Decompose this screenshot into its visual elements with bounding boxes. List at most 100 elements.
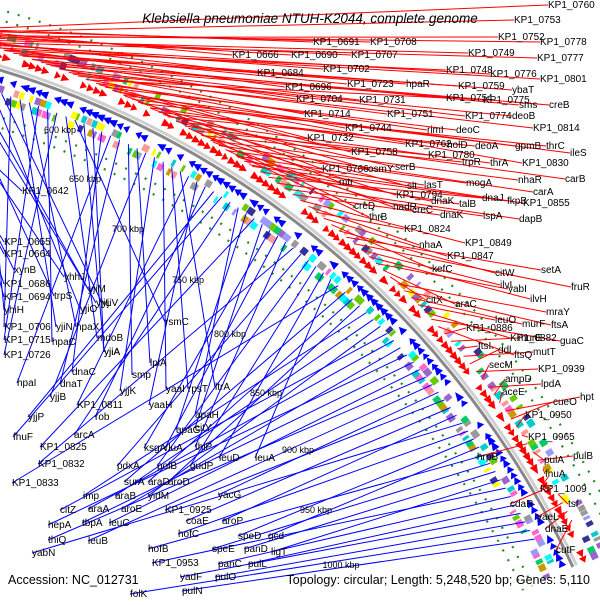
gene-label-arop: aroP [222, 516, 243, 527]
gene-arrow [157, 144, 166, 152]
feature-segment [417, 284, 419, 286]
gene-label-kp1_0642: KP1_0642 [22, 186, 69, 197]
gene-arrow [28, 62, 37, 70]
gene-label-yjiv: yjiV [102, 298, 118, 309]
gene-label-yaah: yaaH [149, 400, 172, 411]
gene-label-yacg: yacG [218, 490, 242, 501]
feature-segment [384, 339, 387, 342]
feature-segment [14, 93, 19, 95]
gene-arrow [54, 71, 61, 79]
gene-label-leua: leuA [255, 453, 275, 464]
gene-label-pand: panD [244, 544, 268, 555]
gene-arrow [504, 423, 512, 431]
feature-segment [421, 365, 424, 369]
gene-arrow [86, 84, 94, 91]
feature-segment [425, 370, 430, 376]
feature-segment [77, 117, 79, 118]
feature-segment [46, 104, 51, 106]
gene-label-dnac: dnaC [72, 367, 96, 378]
gene-label-kp1_0774: KP1_0774 [465, 111, 512, 122]
feature-segment [329, 205, 332, 208]
feature-segment [30, 99, 33, 100]
gene-label-hpax: hpaX [76, 322, 100, 333]
gene-arrow [399, 327, 407, 335]
feature-segment [511, 411, 515, 416]
leader-line [268, 447, 479, 536]
feature-segment [269, 237, 275, 242]
gene-label-kp1_0691: KP1_0691 [313, 37, 360, 48]
gene-label-yjio: yjiO [80, 304, 97, 315]
gene-arrow [60, 74, 69, 81]
gene-label-trpr: trpR [462, 157, 481, 168]
gene-label-kp1_0708: KP1_0708 [370, 37, 417, 48]
feature-segment [585, 537, 587, 542]
feature-segment [182, 168, 184, 169]
gene-label-hpar: hpaR [406, 79, 430, 90]
feature-segment [466, 422, 468, 425]
gene-label-imp: imp [83, 491, 100, 502]
gene-label-yjjp: yjjP [28, 412, 44, 423]
gene-label-kp1_0715: KP1_0715 [4, 335, 51, 346]
gene-label-gpmb: gpmB [515, 141, 541, 152]
gene-label-aroe: aroE [121, 504, 142, 515]
feature-segment [510, 487, 513, 491]
gene-label-kp1_0723: KP1_0723 [347, 79, 394, 90]
scale-label: 800 kbp [214, 329, 246, 339]
scale-label: 600 kbp [44, 125, 76, 135]
gene-arrow [2, 54, 11, 62]
gene-label-leud: leuD [219, 453, 240, 464]
feature-segment [167, 171, 170, 173]
gene-label-kp1_0704: KP1_0704 [296, 94, 343, 105]
gene-label-yhhj: yhhJ [64, 272, 85, 283]
gene-label-thrb: thrB [369, 212, 388, 223]
feature-segment [580, 506, 583, 511]
gene-label-pula: pulA [544, 455, 564, 466]
leader-line [186, 408, 451, 522]
gene-label-kp1_0925: KP1_0925 [165, 505, 212, 516]
gene-label-kp1_0759: KP1_0759 [458, 81, 505, 92]
gene-arrow [117, 123, 125, 130]
gene-arrow [521, 488, 529, 497]
gene-label-citx: citX [426, 295, 443, 306]
gene-label-city: citY [195, 423, 212, 434]
feature-segment [341, 297, 345, 301]
gene-label-kp1_0855: KP1_0855 [523, 198, 570, 209]
gene-label-puln: pulN [182, 586, 203, 597]
feature-segment [421, 380, 423, 382]
gene-label-hofc: hofC [178, 529, 199, 540]
gene-label-ddl: ddl [498, 345, 511, 356]
gene-label-arad: araD [148, 477, 170, 488]
feature-segment [158, 166, 163, 169]
feature-segment [446, 395, 450, 399]
gene-label-dnaj: dnaJ [482, 193, 504, 204]
gene-label-leuc: leuC [109, 518, 130, 529]
feature-segment [586, 516, 587, 519]
gene-arrow [461, 400, 468, 407]
gene-label-arod: aroD [168, 477, 190, 488]
feature-segment [541, 565, 544, 571]
gene-label-yjia: yjiA [104, 347, 120, 358]
gene-label-yjim: yjiM [88, 284, 106, 295]
gene-label-kp1_0666: KP1_0666 [232, 50, 279, 61]
gene-label-secm: secM [489, 360, 513, 371]
gene-label-cutf: cutF [556, 545, 575, 556]
feature-segment [518, 521, 521, 527]
gene-arrow [559, 560, 566, 568]
gene-label-trps: trpS [54, 291, 73, 302]
feature-segment [483, 445, 486, 450]
feature-segment [537, 535, 540, 540]
gene-arrow [408, 305, 417, 314]
gene-label-kp1_0950: KP1_0950 [525, 410, 572, 421]
feature-segment [319, 263, 325, 268]
gene-label-kp1_0965: KP1_0965 [528, 432, 575, 443]
feature-segment [6, 101, 11, 103]
feature-segment [331, 274, 334, 277]
gene-label-thip: thiP [195, 442, 213, 453]
feature-segment [19, 95, 24, 97]
gene-label-deob: deoB [512, 111, 536, 122]
feature-segment [143, 147, 149, 150]
gene-label-ftsq: ftsQ [514, 350, 533, 361]
feature-segment [515, 516, 517, 520]
gene-label-mure: murE [518, 333, 542, 344]
feature-segment [11, 103, 17, 105]
